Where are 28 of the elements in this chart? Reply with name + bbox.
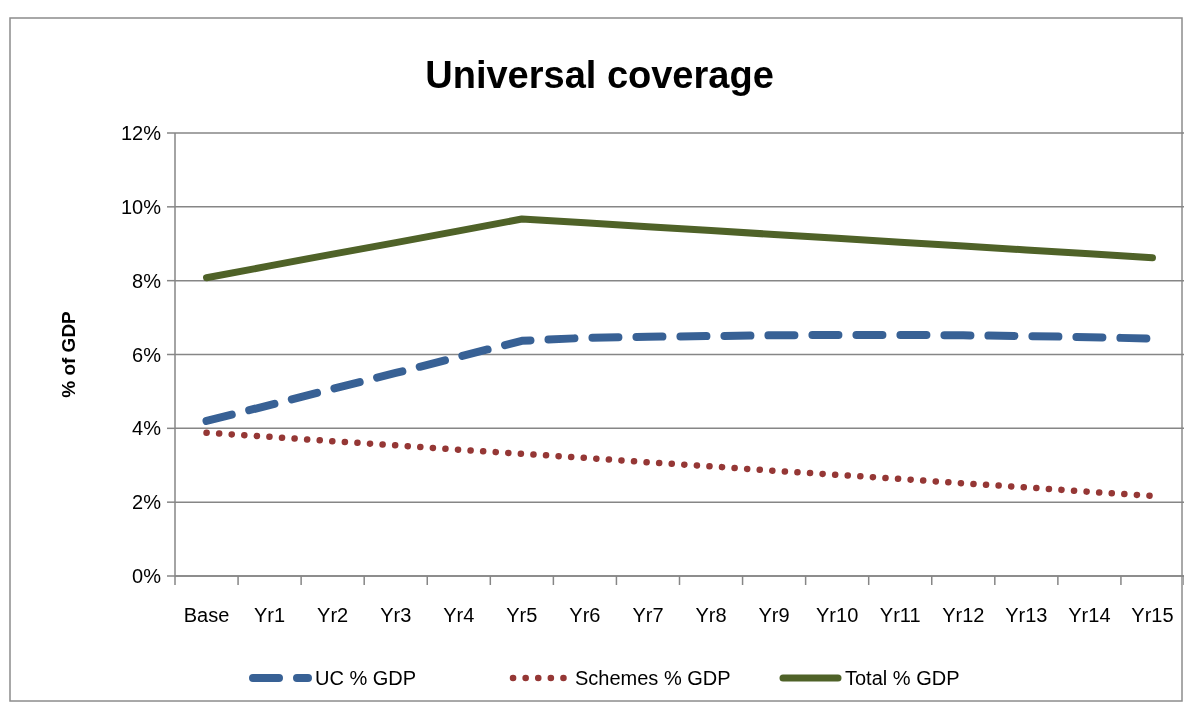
x-tick-label: Yr9 <box>758 604 790 626</box>
y-tick-label: 12% <box>120 122 162 144</box>
y-tick-label: 4% <box>132 417 162 440</box>
legend-label: UC % GDP <box>315 667 417 689</box>
x-tick-label: Yr15 <box>1131 604 1174 626</box>
x-tick-label: Yr1 <box>254 604 286 626</box>
x-tick-label: Yr5 <box>506 604 538 626</box>
x-tick-label: Yr14 <box>1068 604 1111 626</box>
chart-title: Universal coverage <box>425 54 774 96</box>
x-tick-label: Base <box>183 604 230 626</box>
x-tick-label: Yr12 <box>942 604 985 626</box>
y-axis-title: % of GDP <box>58 310 79 398</box>
legend-label: Schemes % GDP <box>575 667 731 689</box>
y-tick-label: 8% <box>132 269 162 292</box>
x-tick-label: Yr6 <box>569 604 601 626</box>
x-tick-label: Yr8 <box>695 604 727 626</box>
x-tick-label: Yr11 <box>879 604 921 626</box>
y-tick-label: 6% <box>132 343 162 366</box>
y-tick-label: 2% <box>132 491 162 514</box>
x-tick-label: Yr10 <box>816 604 859 626</box>
x-tick-label: Yr4 <box>443 604 475 626</box>
x-tick-label: Yr7 <box>632 604 664 626</box>
legend-label: Total % GDP <box>845 667 960 689</box>
y-tick-label: 10% <box>120 195 162 218</box>
x-tick-label: Yr2 <box>317 604 349 626</box>
x-tick-label: Yr13 <box>1005 604 1048 626</box>
y-tick-label: 0% <box>132 565 162 587</box>
x-tick-label: Yr3 <box>380 604 412 626</box>
